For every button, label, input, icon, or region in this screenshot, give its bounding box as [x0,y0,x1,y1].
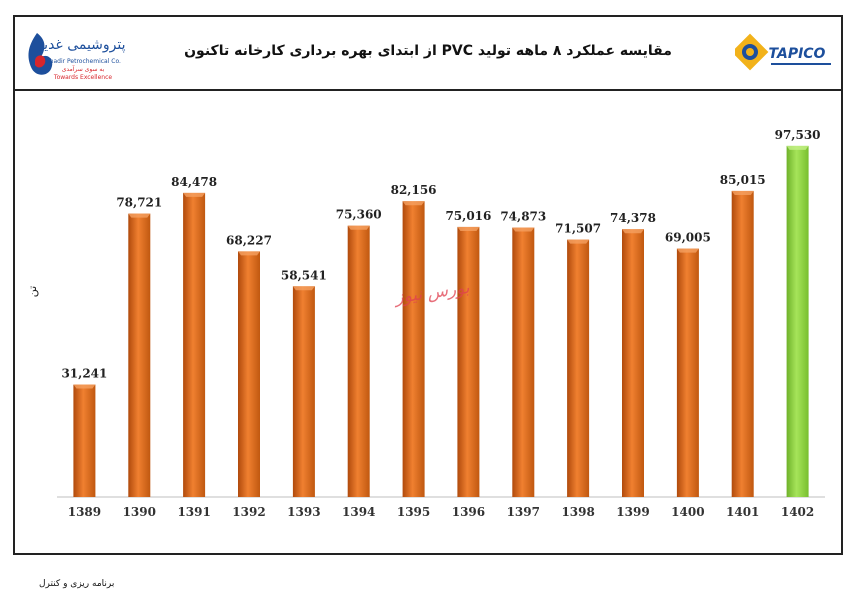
data-label-1390: 78,721 [116,196,162,210]
ghadir-logo-name: Ghadir Petrochemical Co. [45,58,121,65]
bars-group [73,145,809,497]
bar-1401 [731,190,754,497]
tapico-logo-name: TAPICO [769,46,826,62]
bar-cap-1402 [786,145,809,150]
bar-cap-1389 [73,384,96,389]
x-tick-1401: 1401 [726,505,759,519]
data-label-1398: 71,507 [555,222,601,236]
ghadir-logo-slogan-en: Towards Excellence [53,74,112,81]
data-label-1391: 84,478 [171,175,217,189]
bar-cap-1393 [292,286,315,291]
data-label-1389: 31,241 [61,367,107,381]
bar-1399 [622,229,644,497]
data-label-1401: 85,015 [720,173,766,187]
bar-1396 [457,226,480,497]
bar-1395 [402,201,425,497]
x-tick-1391: 1391 [177,505,210,519]
chart-frame: پتروشیمی غدیر Ghadir Petrochemical Co. ب… [13,15,843,555]
x-tick-1390: 1390 [123,505,156,519]
bar-cap-1401 [731,190,754,195]
bar-1393 [292,286,315,497]
bar-1391 [183,192,206,497]
bar-cap-1391 [183,192,206,197]
footer-note: برنامه ریزی و کنترل [39,579,115,589]
bar-cap-1392 [238,251,260,256]
data-label-1392: 68,227 [226,233,272,247]
x-tick-1402: 1402 [781,505,814,519]
x-tick-1395: 1395 [397,505,430,519]
x-tick-1400: 1400 [671,505,704,519]
x-tick-1394: 1394 [342,505,375,519]
bar-1390 [128,213,151,497]
bar-1397 [512,227,535,497]
bar-1400 [676,248,699,497]
data-label-1402: 97,530 [775,128,821,142]
bar-1402 [786,145,809,497]
x-tick-labels-group: 1389 1390 1391 1392 1393 1394 1395 1396 1397 1398… [68,505,815,519]
data-label-1399: 74,378 [610,211,656,225]
bar-1392 [238,251,260,497]
x-tick-1399: 1399 [616,505,649,519]
bar-cap-1396 [457,226,480,231]
data-label-1400: 69,005 [665,231,711,245]
bar-1389 [73,384,96,497]
tapico-logo: TAPICO [735,33,831,71]
data-label-1394: 75,360 [336,208,382,222]
bar-1398 [567,239,590,497]
ghadir-logo: پتروشیمی غدیر Ghadir Petrochemical Co. ب… [28,33,126,81]
data-labels-group: 31,241 78,721 84,478 68,227 58,541 75,360 82,1… [61,128,820,381]
data-label-1393: 58,541 [281,268,327,282]
data-label-1395: 82,156 [391,183,437,197]
x-tick-1389: 1389 [68,505,101,519]
header: پتروشیمی غدیر Ghadir Petrochemical Co. ب… [15,17,841,91]
bar-cap-1399 [622,229,644,234]
y-axis-label: تن [26,285,40,298]
bar-1394 [347,225,370,497]
x-tick-1397: 1397 [507,505,540,519]
x-tick-1393: 1393 [287,505,320,519]
bar-chart: 31,241 78,721 84,478 68,227 58,541 75,360 82,1… [57,128,825,519]
page-title: مقایسه عملکرد ۸ ماهه تولید PVC از ابتدای… [184,43,672,59]
data-label-1397: 74,873 [500,210,546,224]
bar-cap-1395 [402,201,425,206]
bar-cap-1397 [512,227,535,232]
bar-cap-1390 [128,213,151,218]
ghadir-logo-slogan-fa: به سوی سرآمدی [62,64,105,73]
x-tick-1392: 1392 [232,505,265,519]
data-label-1396: 75,016 [445,209,491,223]
bar-cap-1394 [347,225,370,230]
bar-cap-1400 [676,248,699,253]
ghadir-logo-script: پتروشیمی غدیر [35,37,125,53]
bar-cap-1398 [567,239,590,244]
x-tick-1396: 1396 [452,505,485,519]
x-tick-1398: 1398 [561,505,594,519]
